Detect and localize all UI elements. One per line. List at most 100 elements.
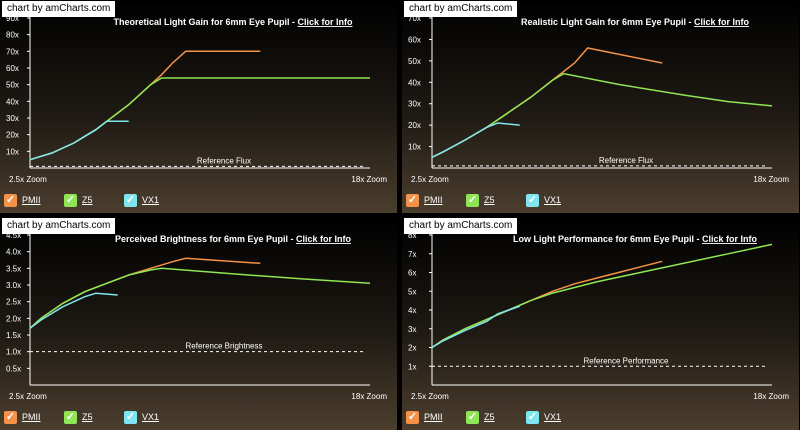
- legend-label[interactable]: PMII: [22, 412, 41, 422]
- series-line-vx1: [431, 122, 520, 158]
- legend-item-vx1[interactable]: ✓ VX1: [526, 193, 561, 207]
- y-tick-label: 3x: [408, 325, 416, 334]
- reference-label: Reference Performance: [584, 356, 669, 365]
- check-icon: ✓: [467, 193, 478, 206]
- x-tick-label-start: 2.5x Zoom: [9, 175, 47, 184]
- series-line-pmii: [29, 50, 261, 161]
- x-tick-label-end: 18x Zoom: [351, 392, 387, 401]
- y-tick-label: 80x: [6, 31, 19, 40]
- check-icon: ✓: [125, 193, 136, 206]
- chart-title: Theoretical Light Gain for 6mm Eye Pupil…: [113, 17, 353, 27]
- legend-swatch[interactable]: ✓: [64, 193, 77, 207]
- chart-panel-low-light: chart by amCharts.com Low Light Performa…: [402, 217, 799, 430]
- legend-label[interactable]: Z5: [484, 412, 495, 422]
- legend-label[interactable]: Z5: [82, 412, 93, 422]
- chart-svg: Realistic Light Gain for 6mm Eye Pupil -…: [408, 14, 789, 184]
- legend-swatch[interactable]: ✓: [406, 410, 419, 424]
- check-icon: ✓: [407, 193, 418, 206]
- legend-item-vx1[interactable]: ✓ VX1: [124, 410, 159, 424]
- info-link[interactable]: Click for Info: [298, 17, 354, 27]
- legend-swatch[interactable]: ✓: [64, 410, 77, 424]
- legend-item-z5[interactable]: ✓ Z5: [64, 193, 93, 207]
- x-tick-label-start: 2.5x Zoom: [411, 175, 449, 184]
- check-icon: ✓: [65, 193, 76, 206]
- series-line-z5: [29, 267, 371, 329]
- check-icon: ✓: [527, 193, 538, 206]
- legend-swatch[interactable]: ✓: [4, 410, 17, 424]
- chart-title-text: Perceived Brightness for 6mm Eye Pupil -: [115, 234, 296, 244]
- legend-item-z5[interactable]: ✓ Z5: [466, 193, 495, 207]
- y-tick-label: 30x: [408, 100, 421, 109]
- chart-svg: Theoretical Light Gain for 6mm Eye Pupil…: [6, 14, 387, 184]
- x-tick-label-end: 18x Zoom: [753, 175, 789, 184]
- amcharts-credit-link[interactable]: chart by amCharts.com: [2, 1, 116, 17]
- amcharts-credit-link[interactable]: chart by amCharts.com: [404, 218, 518, 234]
- legend-label[interactable]: VX1: [544, 195, 562, 205]
- legend-item-vx1[interactable]: ✓ VX1: [124, 193, 159, 207]
- chart-svg: Low Light Performance for 6mm Eye Pupil …: [408, 231, 789, 401]
- chart-title: Low Light Performance for 6mm Eye Pupil …: [513, 234, 758, 244]
- info-link[interactable]: Click for Info: [296, 234, 352, 244]
- y-tick-label: 20x: [408, 121, 421, 130]
- chart-panel-realistic: chart by amCharts.com Realistic Light Ga…: [402, 0, 799, 213]
- y-tick-label: 50x: [6, 81, 19, 90]
- y-tick-label: 50x: [408, 57, 421, 66]
- legend-item-pmii[interactable]: ✓ PMII: [406, 410, 443, 424]
- legend-swatch[interactable]: ✓: [4, 193, 17, 207]
- y-tick-label: 10x: [6, 147, 19, 156]
- legend-swatch[interactable]: ✓: [466, 410, 479, 424]
- chart-title: Perceived Brightness for 6mm Eye Pupil -…: [115, 234, 352, 244]
- legend-item-pmii[interactable]: ✓ PMII: [4, 193, 41, 207]
- amcharts-credit-link[interactable]: chart by amCharts.com: [2, 218, 116, 234]
- legend-label[interactable]: Z5: [484, 195, 495, 205]
- amcharts-credit-link[interactable]: chart by amCharts.com: [404, 1, 518, 17]
- info-link[interactable]: Click for Info: [702, 234, 758, 244]
- legend-swatch[interactable]: ✓: [124, 193, 137, 207]
- reference-label: Reference Flux: [197, 156, 251, 165]
- y-tick-label: 4.5x: [6, 231, 21, 240]
- legend-label[interactable]: PMII: [424, 412, 443, 422]
- y-tick-label: 3.5x: [6, 264, 21, 273]
- x-tick-label-start: 2.5x Zoom: [411, 392, 449, 401]
- y-tick-label: 70x: [408, 14, 421, 23]
- reference-label: Reference Brightness: [186, 342, 263, 351]
- y-tick-label: 70x: [6, 47, 19, 56]
- legend-swatch[interactable]: ✓: [526, 193, 539, 207]
- y-tick-label: 30x: [6, 114, 19, 123]
- legend-label[interactable]: VX1: [544, 412, 562, 422]
- chart-svg: Perceived Brightness for 6mm Eye Pupil -…: [6, 231, 387, 401]
- series-line-z5: [29, 77, 370, 161]
- check-icon: ✓: [5, 410, 16, 423]
- y-tick-label: 2.0x: [6, 314, 21, 323]
- y-tick-label: 40x: [408, 78, 421, 87]
- y-tick-label: 8x: [408, 231, 416, 240]
- legend-item-vx1[interactable]: ✓ VX1: [526, 410, 561, 424]
- legend-swatch[interactable]: ✓: [406, 193, 419, 207]
- legend-label[interactable]: VX1: [142, 195, 160, 205]
- y-tick-label: 60x: [6, 64, 19, 73]
- legend-label[interactable]: Z5: [82, 195, 93, 205]
- y-tick-label: 2x: [408, 344, 416, 353]
- y-tick-label: 5x: [408, 287, 416, 296]
- chart-panel-theoretical: chart by amCharts.com Theoretical Light …: [0, 0, 397, 213]
- series-line-pmii: [29, 257, 261, 329]
- y-tick-label: 0.5x: [6, 364, 21, 373]
- y-tick-label: 4.0x: [6, 248, 21, 257]
- y-tick-label: 3.0x: [6, 281, 21, 290]
- y-tick-label: 1.0x: [6, 348, 21, 357]
- check-icon: ✓: [407, 410, 418, 423]
- legend-item-pmii[interactable]: ✓ PMII: [406, 193, 443, 207]
- chart-title-text: Low Light Performance for 6mm Eye Pupil …: [513, 234, 702, 244]
- y-tick-label: 2.5x: [6, 298, 21, 307]
- check-icon: ✓: [125, 410, 136, 423]
- legend-label[interactable]: VX1: [142, 412, 160, 422]
- legend-swatch[interactable]: ✓: [124, 410, 137, 424]
- legend-label[interactable]: PMII: [424, 195, 443, 205]
- legend-item-z5[interactable]: ✓ Z5: [466, 410, 495, 424]
- legend-item-pmii[interactable]: ✓ PMII: [4, 410, 41, 424]
- legend-swatch[interactable]: ✓: [466, 193, 479, 207]
- legend-swatch[interactable]: ✓: [526, 410, 539, 424]
- legend-item-z5[interactable]: ✓ Z5: [64, 410, 93, 424]
- legend-label[interactable]: PMII: [22, 195, 41, 205]
- info-link[interactable]: Click for Info: [694, 17, 750, 27]
